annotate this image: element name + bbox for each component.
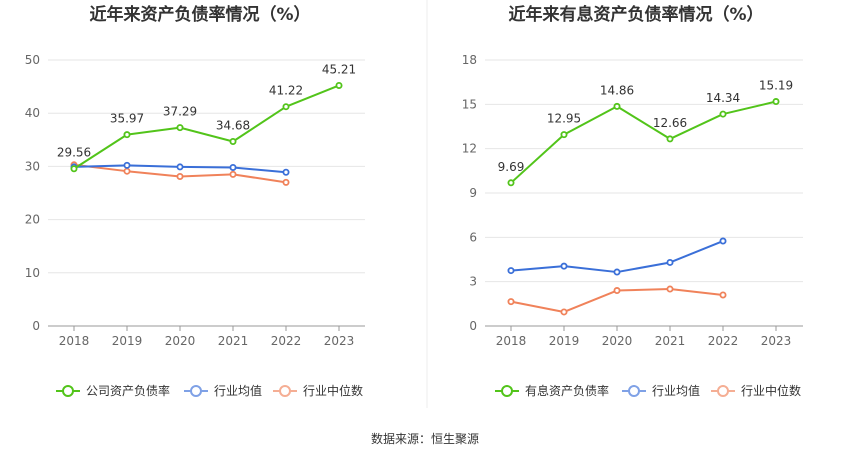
data-point (719, 291, 727, 299)
y-tick-label: 6 (469, 230, 477, 244)
x-tick-label: 2022 (708, 334, 739, 348)
data-point (176, 163, 184, 171)
legend-swatch-marker (501, 385, 513, 397)
data-point (507, 267, 515, 275)
data-point (229, 138, 237, 146)
y-tick-label: 12 (462, 142, 477, 156)
y-tick-label: 10 (25, 266, 40, 280)
y-tick-label: 30 (25, 159, 40, 173)
x-tick-label: 2021 (655, 334, 686, 348)
data-point (70, 165, 78, 173)
data-point (613, 287, 621, 295)
data-point (613, 102, 621, 110)
data-point (282, 178, 290, 186)
data-point (282, 168, 290, 176)
legend-swatch-marker (279, 385, 291, 397)
series-line-1 (73, 84, 340, 170)
data-source-note: 数据来源：恒生聚源 (371, 431, 479, 446)
x-tick-label: 2022 (271, 334, 302, 348)
data-point (335, 81, 343, 89)
data-label: 45.21 (322, 62, 356, 76)
x-tick-label: 2023 (324, 334, 355, 348)
x-tick-label: 2018 (496, 334, 527, 348)
data-label: 29.56 (57, 146, 91, 160)
legend-swatch-marker (628, 385, 640, 397)
data-point (560, 131, 568, 139)
data-label: 12.95 (547, 112, 581, 126)
y-tick-label: 15 (462, 97, 477, 111)
data-label: 9.69 (498, 160, 525, 174)
x-tick-label: 2023 (761, 334, 792, 348)
data-point (666, 135, 674, 143)
data-point (123, 161, 131, 169)
y-tick-label: 40 (25, 106, 40, 120)
data-point (123, 131, 131, 139)
data-point (666, 285, 674, 293)
x-tick-label: 2019 (112, 334, 143, 348)
legend-label: 有息资产负债率 (525, 383, 609, 398)
data-label: 15.19 (759, 79, 793, 93)
data-label: 37.29 (163, 105, 197, 119)
y-tick-label: 18 (462, 53, 477, 67)
series-line-1 (510, 100, 777, 184)
y-tick-label: 20 (25, 213, 40, 227)
x-tick-label: 2018 (59, 334, 90, 348)
legend-label: 行业均值 (214, 383, 262, 398)
chart-panel-2: 近年来有息资产负债率情况（%） 0 3 6 9 12 15 18 2018 2019 2020 202… (462, 4, 803, 398)
data-point (666, 258, 674, 266)
data-point (507, 179, 515, 187)
legend-label: 行业中位数 (741, 383, 801, 398)
series-line-2 (510, 240, 724, 274)
legend-label: 行业均值 (652, 383, 700, 398)
data-label: 14.34 (706, 91, 740, 105)
data-point (176, 124, 184, 132)
chart-panel-1: 近年来资产负债率情况（%） 0 10 20 30 40 50 2018 2019 2020 2021… (25, 4, 365, 398)
data-point (229, 163, 237, 171)
legend-label: 公司资产负债率 (86, 383, 170, 398)
data-point (229, 170, 237, 178)
x-tick-label: 2019 (549, 334, 580, 348)
y-tick-label: 50 (25, 53, 40, 67)
y-tick-label: 0 (32, 319, 40, 333)
y-tick-label: 9 (469, 186, 477, 200)
data-point (282, 103, 290, 111)
data-label: 35.97 (110, 112, 144, 126)
data-point (560, 262, 568, 270)
legend-swatch-marker (717, 385, 729, 397)
legend-swatch-marker (62, 385, 74, 397)
data-label: 41.22 (269, 84, 303, 98)
data-point (719, 237, 727, 245)
data-point (613, 268, 621, 276)
data-label: 14.86 (600, 83, 634, 97)
x-tick-label: 2020 (602, 334, 633, 348)
x-tick-label: 2021 (218, 334, 249, 348)
data-point (772, 98, 780, 106)
legend-swatch-marker (190, 385, 202, 397)
data-label: 12.66 (653, 116, 687, 130)
data-point (507, 298, 515, 306)
data-point (176, 173, 184, 181)
y-tick-label: 3 (469, 275, 477, 289)
data-point (123, 167, 131, 175)
chart-title: 近年来资产负债率情况（%） (89, 4, 310, 25)
data-point (719, 110, 727, 118)
chart-title: 近年来有息资产负债率情况（%） (508, 4, 763, 25)
legend-label: 行业中位数 (303, 383, 363, 398)
y-tick-label: 0 (469, 319, 477, 333)
x-tick-label: 2020 (165, 334, 196, 348)
data-label: 34.68 (216, 119, 250, 133)
data-point (560, 308, 568, 316)
